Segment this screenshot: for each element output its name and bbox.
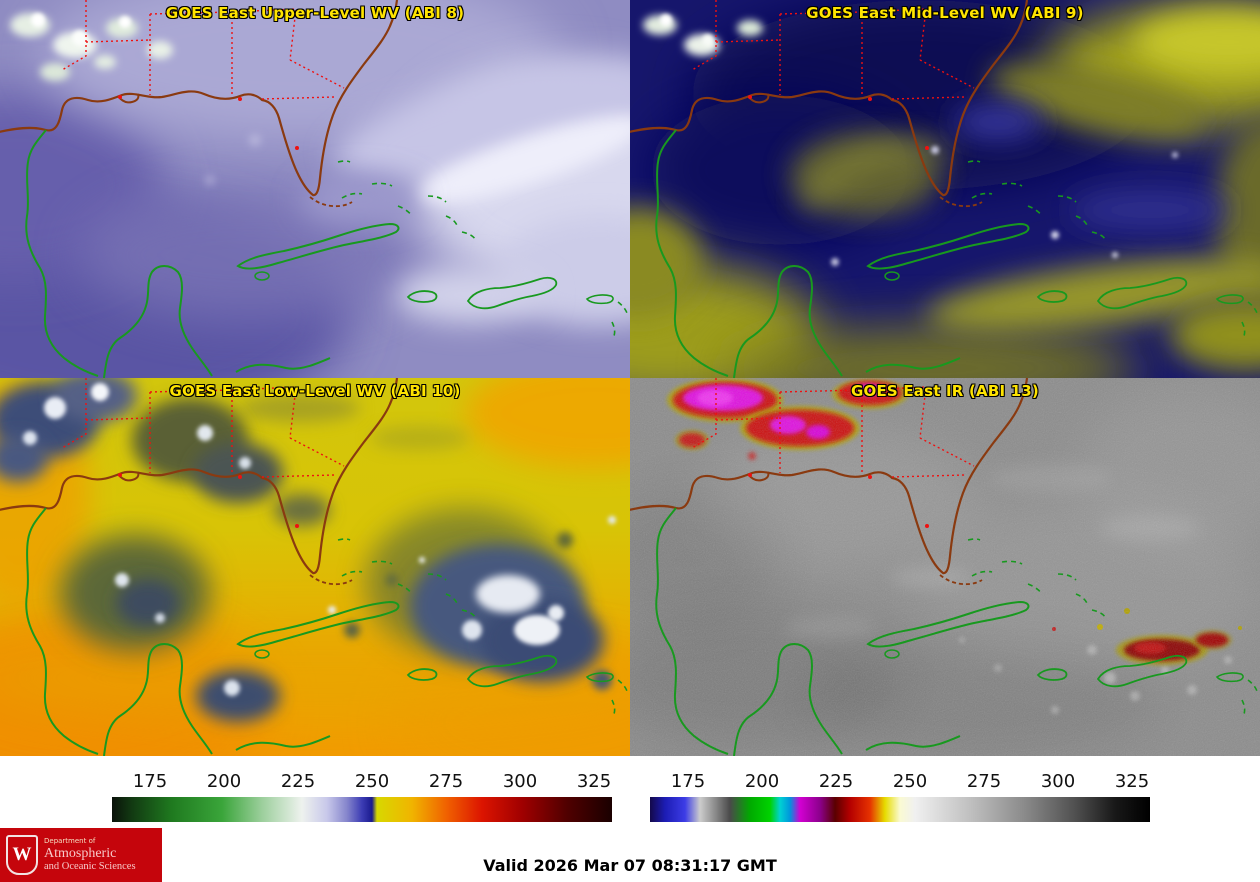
colorbar-tick-label: 225: [818, 771, 854, 792]
panel-low-level-wv[interactable]: GOES East Low-Level WV (ABI 10): [0, 378, 630, 756]
panel-title-abi8: GOES East Upper-Level WV (ABI 8): [165, 4, 465, 22]
colorbar-tick-label: 275: [428, 771, 464, 792]
logo-line-2: Atmospheric: [44, 845, 117, 861]
satellite-image-abi10: [0, 378, 630, 756]
ir-colorbar: 175 200 225 250 275 300 325: [650, 770, 1150, 822]
ir-colorbar-gradient: [650, 797, 1150, 822]
colorbar-tick-label: 250: [354, 771, 390, 792]
satellite-image-abi8: [0, 0, 630, 378]
colorbar-tick-label: 175: [670, 771, 706, 792]
logo-line-1: Department of: [44, 837, 96, 845]
wv-colorbar-ticks: 175 200 225 250 275 300 325: [112, 770, 612, 794]
colorbar-tick-label: 300: [1040, 771, 1076, 792]
valid-time: Valid 2026 Mar 07 08:31:17 GMT: [483, 856, 777, 875]
colorbar-tick-label: 275: [966, 771, 1002, 792]
logo-line-3: and Oceanic Sciences: [44, 860, 136, 872]
panel-title-abi9: GOES East Mid-Level WV (ABI 9): [806, 4, 1084, 22]
panel-upper-level-wv[interactable]: GOES East Upper-Level WV (ABI 8): [0, 0, 630, 378]
colorbar-tick-label: 200: [206, 771, 242, 792]
panel-title-abi10: GOES East Low-Level WV (ABI 10): [169, 382, 461, 400]
colorbar-tick-label: 325: [576, 771, 612, 792]
satellite-image-abi13: [630, 378, 1260, 756]
colorbar-tick-label: 325: [1114, 771, 1150, 792]
colorbar-tick-label: 225: [280, 771, 316, 792]
crest-monogram: W: [12, 844, 32, 865]
colorbar-tick-label: 250: [892, 771, 928, 792]
panel-grid: GOES East Upper-Level WV (ABI 8): [0, 0, 1260, 756]
colorbar-tick-label: 300: [502, 771, 538, 792]
ir-colorbar-ticks: 175 200 225 250 275 300 325: [650, 770, 1150, 794]
panel-mid-level-wv[interactable]: GOES East Mid-Level WV (ABI 9): [630, 0, 1260, 378]
logo-text: Department of Atmospheric and Oceanic Sc…: [44, 837, 136, 872]
colorbar-tick-label: 200: [744, 771, 780, 792]
satellite-image-abi9: [630, 0, 1260, 378]
wv-colorbar-gradient: [112, 797, 612, 822]
colorbar-tick-label: 175: [132, 771, 168, 792]
panel-title-abi13: GOES East IR (ABI 13): [850, 382, 1039, 400]
wv-colorbar: 175 200 225 250 275 300 325: [112, 770, 612, 822]
uw-crest-icon: W: [6, 835, 38, 875]
panel-ir[interactable]: GOES East IR (ABI 13): [630, 378, 1260, 756]
uw-aos-logo[interactable]: W Department of Atmospheric and Oceanic …: [0, 828, 162, 882]
colorbar-row: 175 200 225 250 275 300 325 175 200 225 250 275 300…: [0, 756, 1260, 830]
